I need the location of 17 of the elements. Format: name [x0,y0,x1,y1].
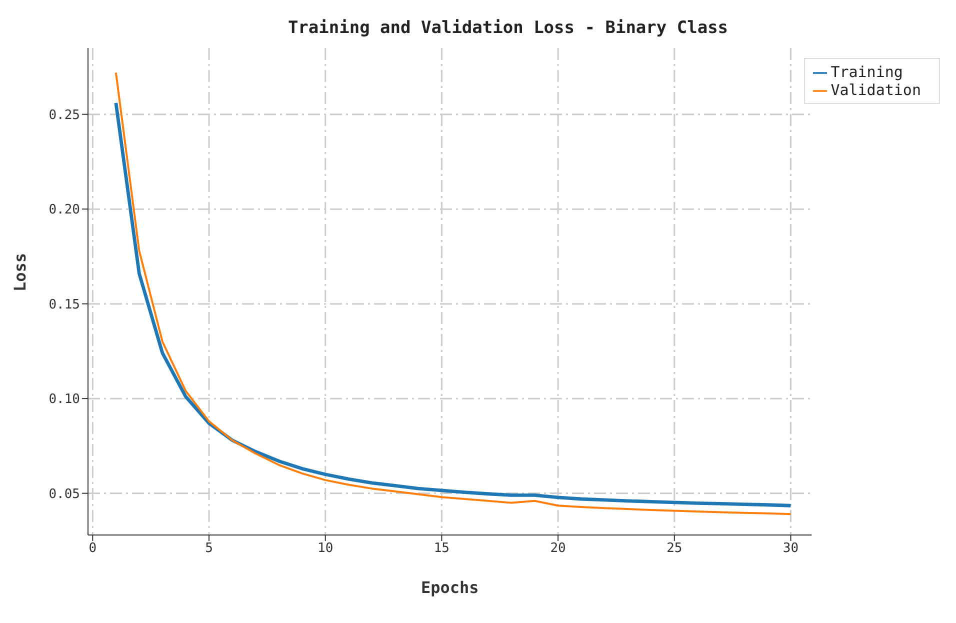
x-tick-label: 5 [205,541,213,556]
y-tick-label: 0.20 [48,202,80,218]
y-tick-label: 0.05 [48,486,80,502]
y-axis-title: Loss [10,252,30,292]
x-tick-label: 0 [88,541,97,556]
x-tick-label: 25 [666,541,682,556]
x-tick-label: 30 [782,541,799,556]
y-tick-label: 0.15 [48,297,80,312]
chart-title: Training and Validation Loss - Binary Class [286,18,730,38]
y-tick-label: 0.25 [48,108,80,123]
x-tick-label: 15 [434,541,450,556]
legend-label: Validation [830,81,921,99]
x-tick-label: 10 [318,541,334,556]
legend-label: Training [830,63,903,81]
x-tick-label: 20 [550,541,566,556]
y-tick-label: 0.10 [48,392,80,408]
x-axis-title: Epochs [420,578,479,597]
